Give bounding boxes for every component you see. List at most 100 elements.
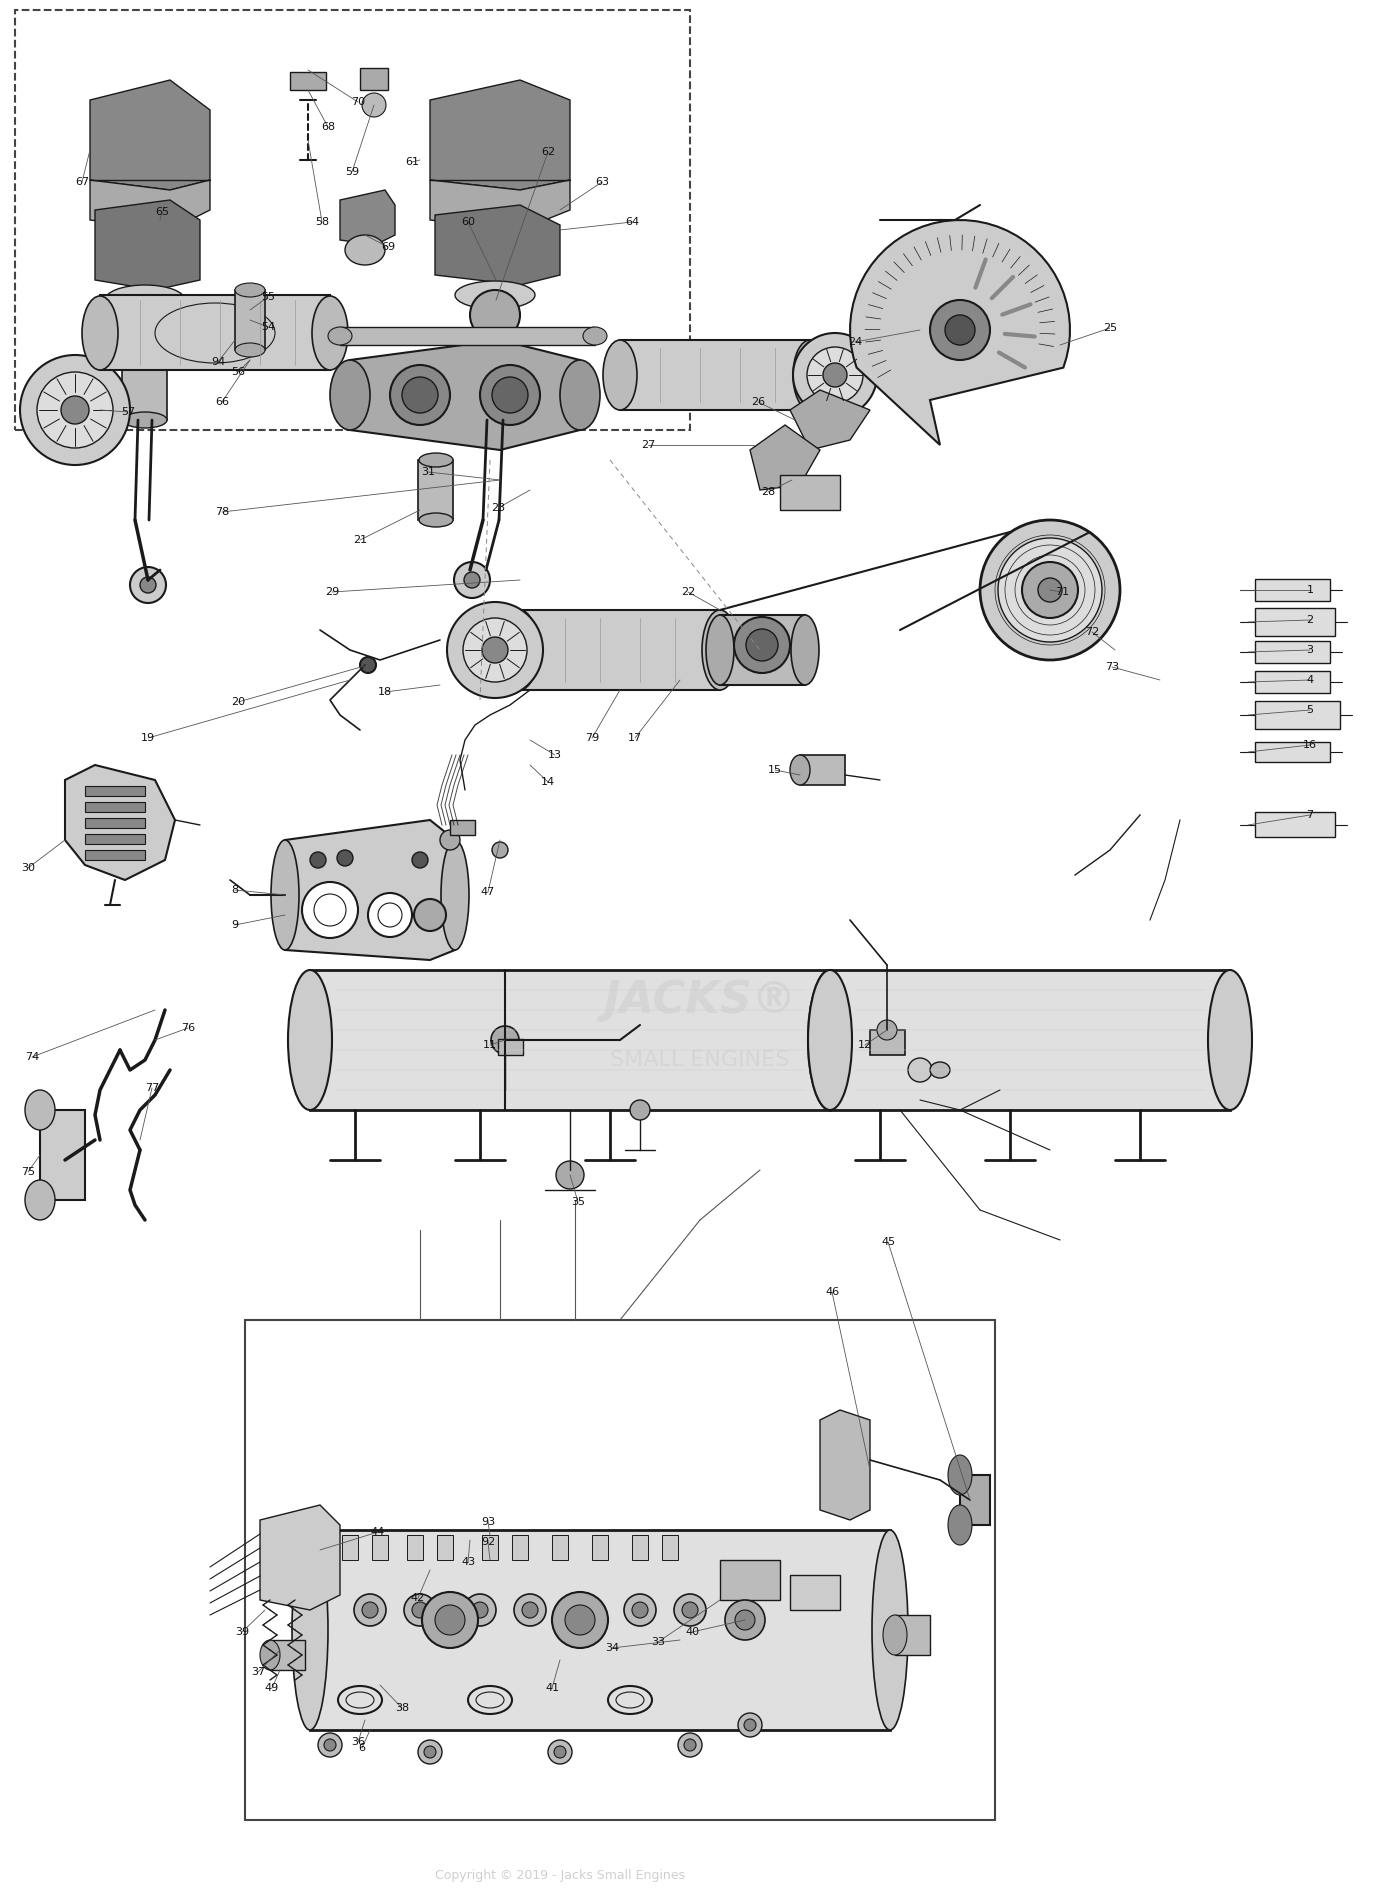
- Bar: [419, 460, 454, 521]
- Ellipse shape: [746, 629, 778, 661]
- Ellipse shape: [330, 359, 370, 429]
- Ellipse shape: [909, 1058, 932, 1081]
- Ellipse shape: [337, 849, 353, 866]
- Bar: [552, 1535, 568, 1560]
- Polygon shape: [790, 390, 869, 450]
- Text: 16: 16: [1303, 739, 1317, 750]
- Bar: [1254, 580, 1330, 600]
- Text: 24: 24: [848, 336, 862, 348]
- Bar: [99, 294, 330, 370]
- Ellipse shape: [883, 1615, 907, 1655]
- Bar: [473, 340, 518, 420]
- Ellipse shape: [105, 285, 185, 315]
- Ellipse shape: [123, 332, 167, 348]
- Ellipse shape: [272, 840, 300, 950]
- Text: 54: 54: [260, 321, 274, 332]
- Ellipse shape: [630, 1100, 650, 1119]
- Text: 2: 2: [1306, 616, 1313, 625]
- Text: 35: 35: [571, 1197, 585, 1206]
- Ellipse shape: [344, 236, 385, 264]
- Text: 64: 64: [624, 217, 638, 226]
- Ellipse shape: [631, 1602, 648, 1619]
- Polygon shape: [340, 190, 395, 245]
- Text: 44: 44: [371, 1528, 385, 1537]
- Text: 60: 60: [461, 217, 475, 226]
- Bar: [340, 327, 595, 346]
- Bar: [85, 787, 146, 796]
- Bar: [235, 291, 265, 350]
- Ellipse shape: [552, 1592, 608, 1647]
- Ellipse shape: [522, 1602, 538, 1619]
- Text: 58: 58: [315, 217, 329, 226]
- Text: 40: 40: [685, 1626, 699, 1638]
- Ellipse shape: [25, 1180, 55, 1220]
- Ellipse shape: [491, 1026, 519, 1054]
- Ellipse shape: [454, 562, 490, 598]
- Bar: [895, 1615, 930, 1655]
- Text: 23: 23: [491, 504, 505, 513]
- Bar: [720, 616, 805, 686]
- Ellipse shape: [792, 332, 876, 416]
- Ellipse shape: [480, 365, 540, 426]
- Text: 14: 14: [540, 777, 554, 787]
- Ellipse shape: [475, 332, 518, 348]
- Text: 27: 27: [641, 441, 655, 450]
- Text: 72: 72: [1085, 627, 1099, 636]
- Bar: [270, 1640, 305, 1670]
- Bar: [592, 1535, 608, 1560]
- Ellipse shape: [130, 566, 167, 602]
- Ellipse shape: [791, 616, 819, 686]
- Polygon shape: [64, 766, 175, 880]
- Bar: [519, 610, 720, 690]
- Ellipse shape: [738, 1714, 762, 1737]
- Text: 62: 62: [540, 146, 554, 158]
- Text: 39: 39: [235, 1626, 249, 1638]
- Text: 94: 94: [211, 357, 225, 367]
- Text: 68: 68: [321, 122, 335, 131]
- Bar: [620, 340, 811, 410]
- Ellipse shape: [405, 1594, 435, 1626]
- Ellipse shape: [514, 1594, 546, 1626]
- Ellipse shape: [980, 521, 1120, 659]
- Ellipse shape: [872, 1530, 909, 1731]
- Text: 30: 30: [21, 863, 35, 872]
- Ellipse shape: [470, 291, 519, 340]
- Text: 6: 6: [358, 1742, 365, 1754]
- Text: 3: 3: [1306, 644, 1313, 655]
- Ellipse shape: [419, 452, 454, 467]
- Bar: [631, 1535, 648, 1560]
- Ellipse shape: [368, 893, 412, 937]
- Ellipse shape: [440, 830, 461, 849]
- Ellipse shape: [1022, 562, 1078, 618]
- Ellipse shape: [1037, 578, 1063, 602]
- Ellipse shape: [475, 412, 518, 428]
- Ellipse shape: [790, 754, 811, 785]
- Text: 46: 46: [825, 1286, 839, 1298]
- Bar: [407, 1535, 423, 1560]
- Polygon shape: [350, 340, 580, 450]
- Text: 18: 18: [378, 688, 392, 697]
- Ellipse shape: [419, 1740, 442, 1763]
- Ellipse shape: [235, 344, 265, 357]
- Ellipse shape: [472, 1602, 489, 1619]
- Ellipse shape: [363, 1602, 378, 1619]
- Ellipse shape: [491, 376, 528, 412]
- Text: 5: 5: [1306, 705, 1313, 714]
- Text: 7: 7: [1306, 809, 1313, 821]
- Ellipse shape: [288, 971, 332, 1110]
- Ellipse shape: [447, 602, 543, 697]
- Bar: [1254, 640, 1330, 663]
- Bar: [780, 475, 840, 509]
- Bar: [342, 1535, 358, 1560]
- Text: 63: 63: [595, 177, 609, 186]
- Text: 36: 36: [351, 1737, 365, 1746]
- Text: 70: 70: [351, 97, 365, 106]
- Ellipse shape: [419, 513, 454, 526]
- Ellipse shape: [323, 1738, 336, 1752]
- Ellipse shape: [455, 281, 535, 310]
- Polygon shape: [90, 80, 210, 190]
- Ellipse shape: [566, 1606, 595, 1636]
- Ellipse shape: [120, 294, 169, 346]
- Ellipse shape: [734, 618, 790, 673]
- Bar: [15, 10, 690, 429]
